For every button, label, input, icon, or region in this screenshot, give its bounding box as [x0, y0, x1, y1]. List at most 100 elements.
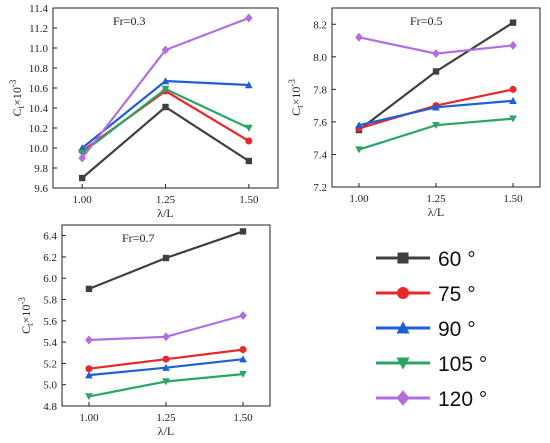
- data-point: [239, 355, 247, 363]
- chart-panel-fr-0-3: 9.6 9.8 10.0 10.2 10.4 10.6 10.8 11.0 11.2 11.4 1.…: [8, 3, 279, 220]
- data-point: [78, 174, 86, 182]
- y-tick-label: 5.2: [43, 358, 57, 370]
- y-tick-label: 7.2: [313, 182, 327, 194]
- data-point: [244, 124, 253, 132]
- series-90: [355, 96, 517, 129]
- y-tick-label: 10.0: [29, 143, 49, 155]
- data-point: [432, 103, 440, 111]
- data-point: [85, 393, 93, 401]
- legend: 60 ° 75 ° 90 ° 105 ° 120 °: [376, 248, 487, 411]
- plot-frame: [52, 7, 279, 189]
- legend-label: 90 °: [438, 318, 476, 341]
- panel-annotation: Fr=0.5: [410, 14, 442, 28]
- y-axis-label: Ct×10-3: [8, 79, 26, 116]
- series-105: [355, 115, 517, 154]
- data-point: [78, 144, 87, 152]
- data-point: [355, 146, 363, 154]
- data-point: [85, 371, 93, 379]
- chart-panel-fr-0-5: 7.2 7.4 7.6 7.8 8.0 8.2 1.00 1.25 1.50 λ/L Ct×10-3…: [287, 7, 541, 219]
- series-line: [358, 21, 514, 131]
- x-tick-label: 1.00: [73, 194, 93, 206]
- data-point: [162, 378, 170, 386]
- legend-item-75: 75 °: [376, 283, 476, 306]
- y-tick-label: 7.6: [313, 117, 327, 129]
- data-point: [78, 153, 87, 163]
- data-point: [162, 363, 170, 371]
- y-axis-label: Ct×10-3: [287, 79, 305, 116]
- y-axis-label: Ct×10-3: [17, 297, 35, 334]
- series-60: [355, 19, 517, 134]
- panel-annotation: Fr=0.7: [122, 231, 154, 245]
- legend-marker: [396, 357, 410, 370]
- x-tick-label: 1.00: [349, 193, 369, 205]
- data-point: [509, 19, 517, 26]
- y-tick-label: 6.4: [43, 231, 57, 243]
- data-point: [239, 228, 247, 235]
- legend-marker: [396, 390, 410, 406]
- data-point: [85, 285, 93, 293]
- y-tick-label: 11.2: [29, 23, 48, 35]
- data-point: [432, 68, 440, 75]
- legend-item-120: 120 °: [376, 388, 487, 411]
- legend-label: 75 °: [438, 283, 476, 306]
- series-90: [85, 355, 247, 379]
- series-105: [78, 85, 253, 157]
- series-105: [85, 370, 247, 401]
- y-tick-label: 5.4: [43, 337, 57, 349]
- y-tick-label: 5.6: [43, 316, 57, 328]
- data-point: [244, 13, 253, 23]
- legend-item-105: 105 °: [376, 353, 487, 376]
- series-75: [85, 346, 247, 373]
- y-tick-label: 5.8: [43, 295, 57, 307]
- x-tick-label: 1.00: [79, 412, 99, 424]
- series-line: [81, 105, 250, 179]
- data-point: [85, 365, 93, 373]
- legend-label: 120 °: [438, 388, 487, 411]
- legend-item-60: 60 °: [376, 248, 476, 271]
- data-point: [245, 157, 253, 165]
- data-point: [432, 121, 440, 130]
- legend-marker: [396, 286, 410, 300]
- series-75: [78, 87, 253, 155]
- data-point: [509, 96, 517, 104]
- series-120: [78, 13, 253, 163]
- y-tick-label: 10.6: [29, 83, 49, 95]
- x-axis-label: λ/L: [157, 206, 173, 220]
- data-point: [162, 332, 170, 342]
- data-point: [355, 121, 363, 129]
- y-tick-label: 10.2: [29, 123, 48, 135]
- data-point: [162, 355, 170, 363]
- series-line: [81, 89, 250, 152]
- y-tick-label: 7.4: [313, 149, 327, 161]
- data-point: [509, 85, 517, 93]
- series-120: [85, 311, 247, 345]
- y-tick-label: 11.4: [29, 3, 48, 15]
- panel-annotation: Fr=0.3: [113, 14, 145, 28]
- series-line: [81, 87, 250, 154]
- data-point: [161, 45, 170, 55]
- y-tick-label: 7.8: [313, 84, 327, 96]
- y-tick-label: 10.8: [29, 63, 49, 75]
- x-axis-label: λ/L: [428, 205, 444, 219]
- x-tick-label: 1.25: [156, 412, 176, 424]
- data-point: [78, 149, 87, 157]
- data-point: [509, 40, 517, 50]
- legend-marker: [397, 252, 409, 264]
- legend-label: 105 °: [438, 353, 487, 376]
- data-point: [239, 346, 247, 354]
- y-tick-label: 10.4: [29, 103, 49, 115]
- data-point: [244, 81, 253, 89]
- data-point: [239, 370, 247, 378]
- data-point: [245, 137, 253, 145]
- data-point: [355, 32, 363, 42]
- data-point: [509, 115, 517, 123]
- series-120: [355, 32, 517, 59]
- x-tick-label: 1.25: [426, 193, 446, 205]
- y-tick-label: 6.2: [43, 252, 57, 264]
- data-point: [162, 254, 170, 262]
- x-axis-label: λ/L: [158, 424, 174, 438]
- chart-panel-fr-0-7: 4.8 5.0 5.2 5.4 5.6 5.8 6.0 6.2 6.4 1.00 1.25 1.50 λ…: [17, 224, 271, 438]
- data-point: [162, 103, 169, 111]
- plot-frame: [331, 7, 541, 188]
- data-point: [161, 85, 170, 93]
